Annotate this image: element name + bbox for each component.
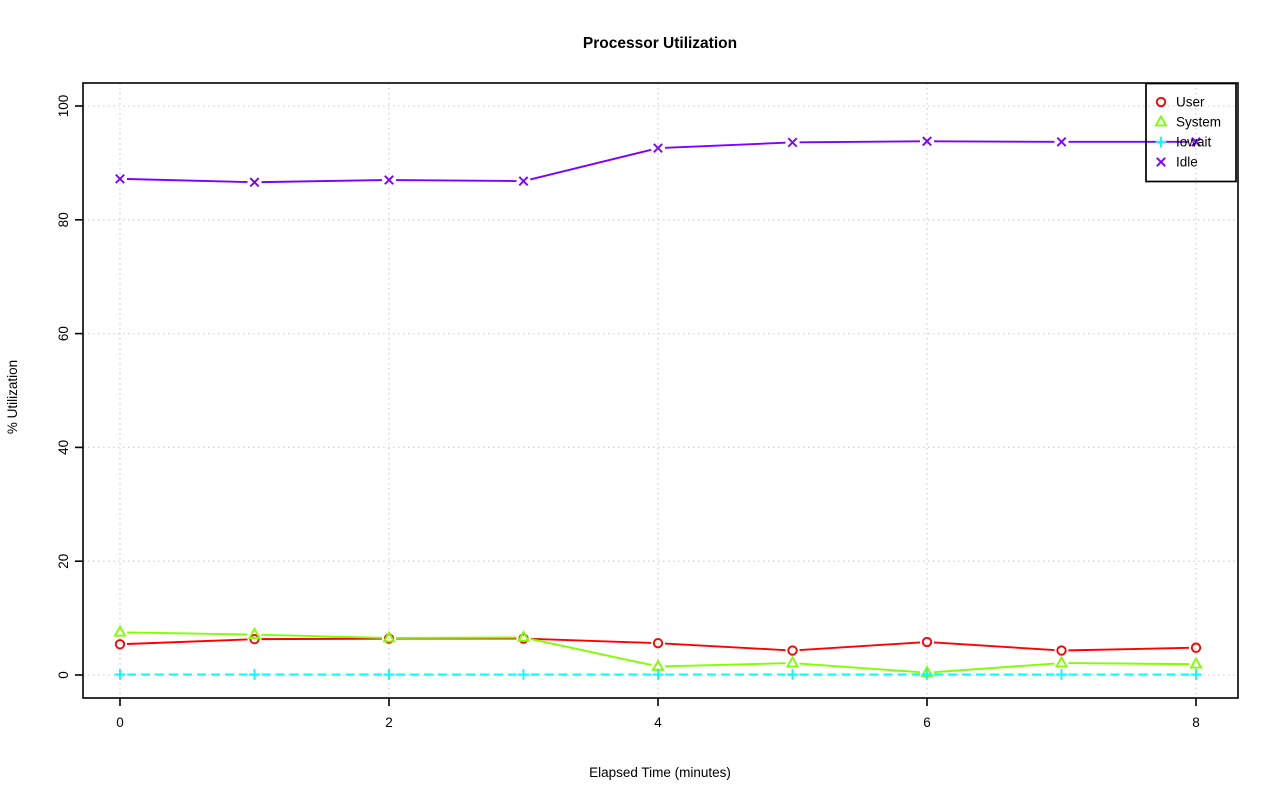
x-tick-label: 4	[654, 715, 662, 730]
marker-iowait-8	[1190, 669, 1202, 680]
y-tick-label: 60	[56, 326, 71, 341]
series-user	[114, 633, 1202, 656]
marker-system-0	[113, 624, 127, 637]
series-user-line	[1068, 646, 1190, 652]
marker-iowait-5	[787, 669, 798, 680]
x-tick-label: 6	[923, 715, 931, 730]
marker-system-5	[785, 655, 800, 668]
y-tick-label: 80	[56, 212, 71, 227]
series-system-line	[1068, 662, 1190, 666]
marker-system-7	[1054, 655, 1069, 668]
series-idle	[115, 136, 1201, 188]
legend-marker-iowait	[1155, 136, 1167, 148]
marker-system-2	[382, 630, 396, 643]
series-system-line	[126, 631, 248, 636]
x-tick-label: 2	[385, 715, 393, 730]
marker-idle-2	[384, 175, 394, 185]
marker-user-1	[249, 634, 260, 645]
legend-marker-idle	[1156, 157, 1166, 167]
marker-idle-1	[249, 177, 260, 188]
x-tick-label: 8	[1192, 715, 1200, 730]
series-user-line	[799, 641, 921, 652]
y-tick-label: 20	[56, 554, 71, 569]
y-tick-label: 0	[56, 671, 71, 679]
x-axis-label: Elapsed Time (minutes)	[589, 765, 731, 780]
series-idle-line	[261, 179, 383, 184]
series-idle-line	[126, 178, 248, 184]
series-system-line	[261, 633, 383, 639]
y-tick-label: 40	[56, 440, 71, 455]
legend-box	[1145, 82, 1237, 183]
series-idle-line	[933, 140, 1055, 143]
marker-idle-6	[922, 136, 932, 147]
chart-title: Processor Utilization	[583, 35, 737, 52]
series-system-line	[799, 662, 921, 674]
marker-idle-7	[1056, 136, 1067, 147]
marker-system-3	[516, 629, 531, 642]
marker-system-1	[247, 627, 262, 639]
marker-user-4	[652, 637, 664, 649]
series-idle-line	[530, 148, 652, 181]
marker-user-8	[1190, 642, 1202, 653]
marker-idle-3	[518, 176, 529, 186]
marker-user-5	[787, 645, 798, 656]
x-tick-label: 0	[116, 715, 124, 730]
series-idle-line	[664, 141, 786, 149]
marker-user-0	[114, 639, 126, 650]
series-iowait	[114, 669, 1202, 680]
marker-iowait-2	[383, 669, 395, 680]
marker-system-8	[1189, 656, 1203, 669]
legend-item-iowait: Iowait	[1176, 135, 1212, 150]
series-system	[113, 624, 1203, 678]
series-user-line	[664, 642, 786, 652]
legend-marker-user	[1155, 96, 1167, 108]
series-user-line	[261, 637, 383, 641]
marker-iowait-3	[518, 669, 529, 680]
marker-iowait-1	[249, 669, 260, 680]
series-user-line	[530, 637, 652, 644]
series-system-line	[664, 662, 786, 668]
marker-idle-8	[1191, 136, 1201, 147]
series-system-line	[933, 662, 1055, 674]
legend-item-user: User	[1176, 95, 1205, 110]
series-idle-line	[799, 140, 921, 144]
legend: User System Iowait Idle	[1145, 82, 1237, 183]
y-tick-label: 100	[56, 95, 71, 118]
series-idle-line	[395, 179, 517, 182]
grid-layer	[83, 83, 1238, 698]
marker-iowait-7	[1056, 669, 1067, 680]
marker-user-6	[921, 636, 933, 648]
series-system-line	[395, 636, 517, 639]
y-axis-label: % Utilization	[5, 360, 20, 434]
series-user-line	[126, 638, 248, 645]
series-system-line	[530, 637, 652, 666]
plot-border	[82, 82, 1239, 699]
marker-user-7	[1056, 645, 1067, 656]
marker-idle-4	[653, 143, 663, 153]
legend-item-idle: Idle	[1176, 155, 1198, 170]
series-layer	[113, 136, 1203, 680]
series-user-line	[933, 641, 1055, 652]
marker-iowait-4	[652, 669, 664, 680]
legend-marker-system	[1154, 114, 1168, 127]
legend-item-system: System	[1176, 115, 1221, 130]
marker-idle-5	[787, 137, 798, 148]
marker-idle-0	[115, 173, 125, 184]
marker-iowait-6	[921, 669, 933, 680]
marker-iowait-0	[114, 669, 126, 680]
